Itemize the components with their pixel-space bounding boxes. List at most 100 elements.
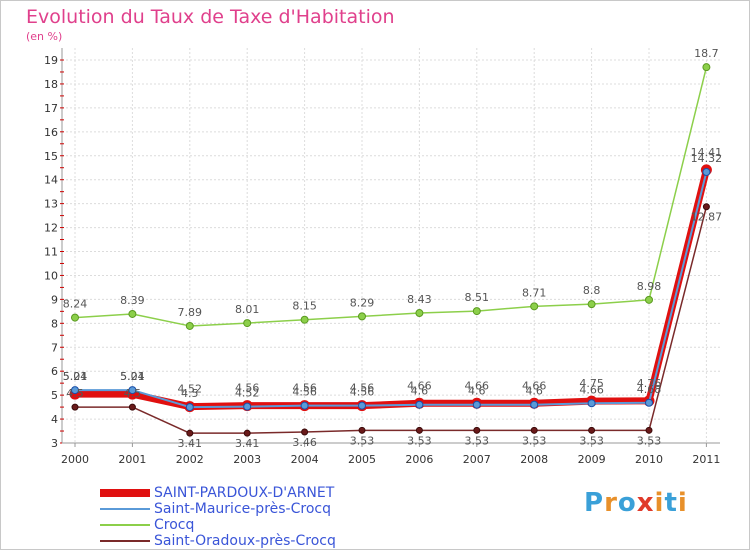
y-tick-label: 3: [51, 437, 58, 450]
data-label: 3.41: [235, 437, 260, 450]
data-label: 3.53: [407, 434, 432, 447]
data-point: [472, 307, 481, 316]
data-point: [71, 313, 79, 322]
data-label: 12.87: [691, 211, 723, 224]
logo-letter: o: [617, 488, 637, 518]
data-label: 4.56: [350, 382, 375, 395]
logo-letter: P: [584, 488, 605, 518]
data-label: 5.21: [63, 370, 88, 383]
data-label: 4.75: [579, 377, 604, 390]
data-label: 3.41: [178, 437, 203, 450]
data-label: 4.76: [637, 377, 662, 390]
legend-swatch-saint-oradoux: [100, 540, 150, 542]
data-point: [358, 401, 366, 410]
data-label: 18.7: [694, 47, 719, 60]
data-label: 4.5: [124, 387, 142, 400]
data-label: 4.66: [522, 379, 547, 392]
data-label: 3.53: [579, 434, 604, 447]
data-label: 4.6: [411, 385, 429, 398]
data-label: 4.66: [465, 379, 490, 392]
logo-letter: x: [636, 488, 655, 518]
data-label: 4.66: [579, 383, 604, 396]
data-label: 8.43: [407, 293, 432, 306]
data-label: 4.5: [181, 387, 199, 400]
proxiti-logo: Proxiti: [584, 488, 688, 518]
legend-label: Saint-Maurice-près-Crocq: [154, 501, 331, 517]
data-label: 8.8: [583, 284, 601, 297]
data-point: [301, 428, 309, 436]
x-tick-label: 2001: [118, 453, 146, 466]
x-tick-label: 2010: [635, 453, 663, 466]
data-point: [71, 386, 79, 395]
legend-swatch-crocq: [100, 524, 150, 526]
data-point: [587, 300, 596, 309]
data-label: 3.53: [637, 434, 662, 447]
data-point: [702, 168, 711, 177]
legend-label: SAINT-PARDOUX-D'ARNET: [154, 485, 335, 501]
y-tick-label: 4: [51, 413, 58, 426]
y-tick-label: 8: [51, 317, 58, 330]
chart-title: Evolution du Taux de Taxe d'Habitation: [26, 6, 395, 28]
data-label: 8.51: [465, 291, 490, 304]
x-tick-label: 2007: [463, 453, 491, 466]
y-tick-label: 9: [51, 293, 58, 306]
data-point: [530, 426, 538, 434]
y-tick-label: 10: [44, 269, 58, 282]
data-label: 8.39: [120, 294, 145, 307]
data-label: 4.52: [235, 387, 260, 400]
y-tick-label: 19: [44, 54, 58, 67]
data-point: [185, 403, 194, 412]
data-point: [472, 400, 481, 409]
data-point: [186, 429, 194, 437]
y-tick-label: 6: [51, 365, 58, 378]
y-tick-label: 18: [44, 78, 58, 91]
data-point: [128, 403, 136, 411]
x-tick-label: 2004: [291, 453, 319, 466]
y-tick-label: 13: [44, 198, 58, 211]
data-label: 8.01: [235, 303, 260, 316]
data-point: [702, 203, 710, 211]
data-label: 3.53: [522, 434, 547, 447]
data-point: [702, 63, 711, 72]
data-point: [243, 319, 252, 328]
series-line-3: [75, 206, 708, 434]
data-point: [243, 402, 252, 411]
logo-letter: i: [677, 488, 688, 518]
legend-swatch-saint-pardoux: [100, 489, 150, 497]
data-label: 8.29: [350, 296, 375, 309]
y-tick-label: 17: [44, 102, 58, 115]
y-unit-label: (en %): [26, 30, 63, 43]
data-point: [588, 426, 596, 434]
data-point: [645, 295, 653, 304]
series-line-2: [74, 67, 708, 327]
logo-letter: i: [654, 488, 665, 518]
data-point: [415, 426, 423, 434]
x-tick-label: 2002: [176, 453, 204, 466]
y-tick-label: 11: [44, 246, 58, 259]
logo-letter: r: [604, 488, 618, 518]
data-label: 7.89: [178, 306, 203, 319]
y-tick-label: 5: [51, 389, 58, 402]
data-label: 4.6: [525, 385, 543, 398]
data-point: [645, 398, 653, 407]
data-point: [473, 426, 481, 434]
data-label: 14.41: [691, 146, 723, 159]
y-tick-label: 16: [44, 126, 58, 139]
data-label: 8.71: [522, 286, 547, 299]
x-tick-label: 2005: [348, 453, 376, 466]
x-tick-label: 2008: [520, 453, 548, 466]
data-label: 14.32: [691, 152, 723, 165]
y-tick-label: 12: [44, 222, 58, 235]
data-label: 4.56: [292, 382, 317, 395]
data-point: [530, 400, 539, 409]
data-point: [128, 309, 137, 318]
data-label: 4.68: [637, 383, 662, 396]
data-point: [415, 309, 424, 318]
y-tick-label: 14: [44, 174, 58, 187]
data-label: 4.52: [178, 383, 203, 396]
x-tick-label: 2003: [233, 453, 261, 466]
data-point: [300, 401, 309, 410]
legend-label: Saint-Oradoux-près-Crocq: [154, 533, 336, 549]
data-point: [243, 429, 251, 437]
y-tick-label: 7: [51, 341, 58, 354]
